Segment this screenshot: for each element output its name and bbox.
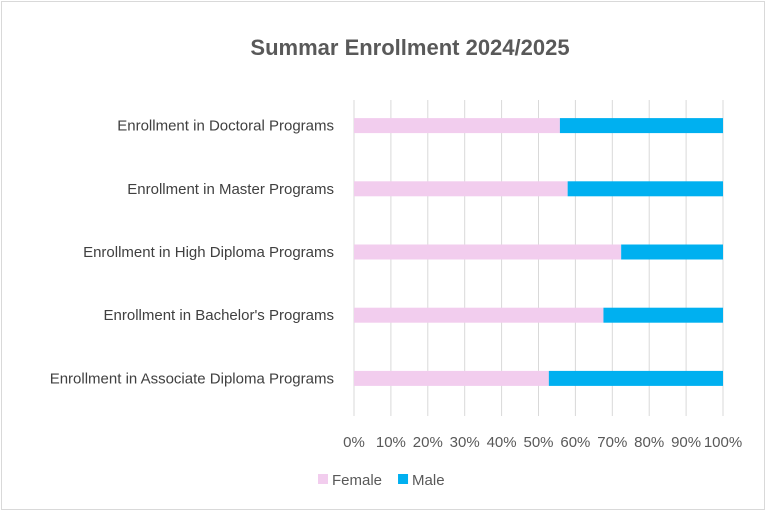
category-label: Enrollment in Bachelor's Programs [104,307,334,324]
bar-female [354,370,549,386]
bar-male [621,244,723,260]
bar-male [567,181,723,197]
category-label: Enrollment in Master Programs [127,181,334,198]
category-label: Enrollment in Doctoral Programs [117,118,334,135]
bar-male [603,307,723,323]
bar-female [354,244,622,260]
category-label: Enrollment in Associate Diploma Programs [50,370,334,387]
bar-female [354,307,604,323]
x-tick-label: 100% [704,434,742,451]
x-tick-label: 10% [376,434,406,451]
x-tick-label: 20% [413,434,443,451]
x-tick-label: 80% [634,434,664,451]
legend-label-male: Male [412,472,445,489]
legend-label-female: Female [332,472,382,489]
bar-female [354,181,568,197]
bar-male [548,370,723,386]
x-tick-label: 50% [523,434,553,451]
x-tick-label: 70% [597,434,627,451]
legend-swatch-female [318,474,328,484]
x-tick-label: 40% [487,434,517,451]
bar-male [559,118,723,134]
category-label: Enrollment in High Diploma Programs [83,244,334,261]
x-tick-label: 0% [343,434,365,451]
bar-female [354,118,560,134]
legend-swatch-male [398,474,409,484]
chart-title: Summar Enrollment 2024/2025 [250,35,569,60]
x-tick-label: 30% [450,434,480,451]
x-tick-label: 90% [671,434,701,451]
x-tick-label: 60% [560,434,590,451]
